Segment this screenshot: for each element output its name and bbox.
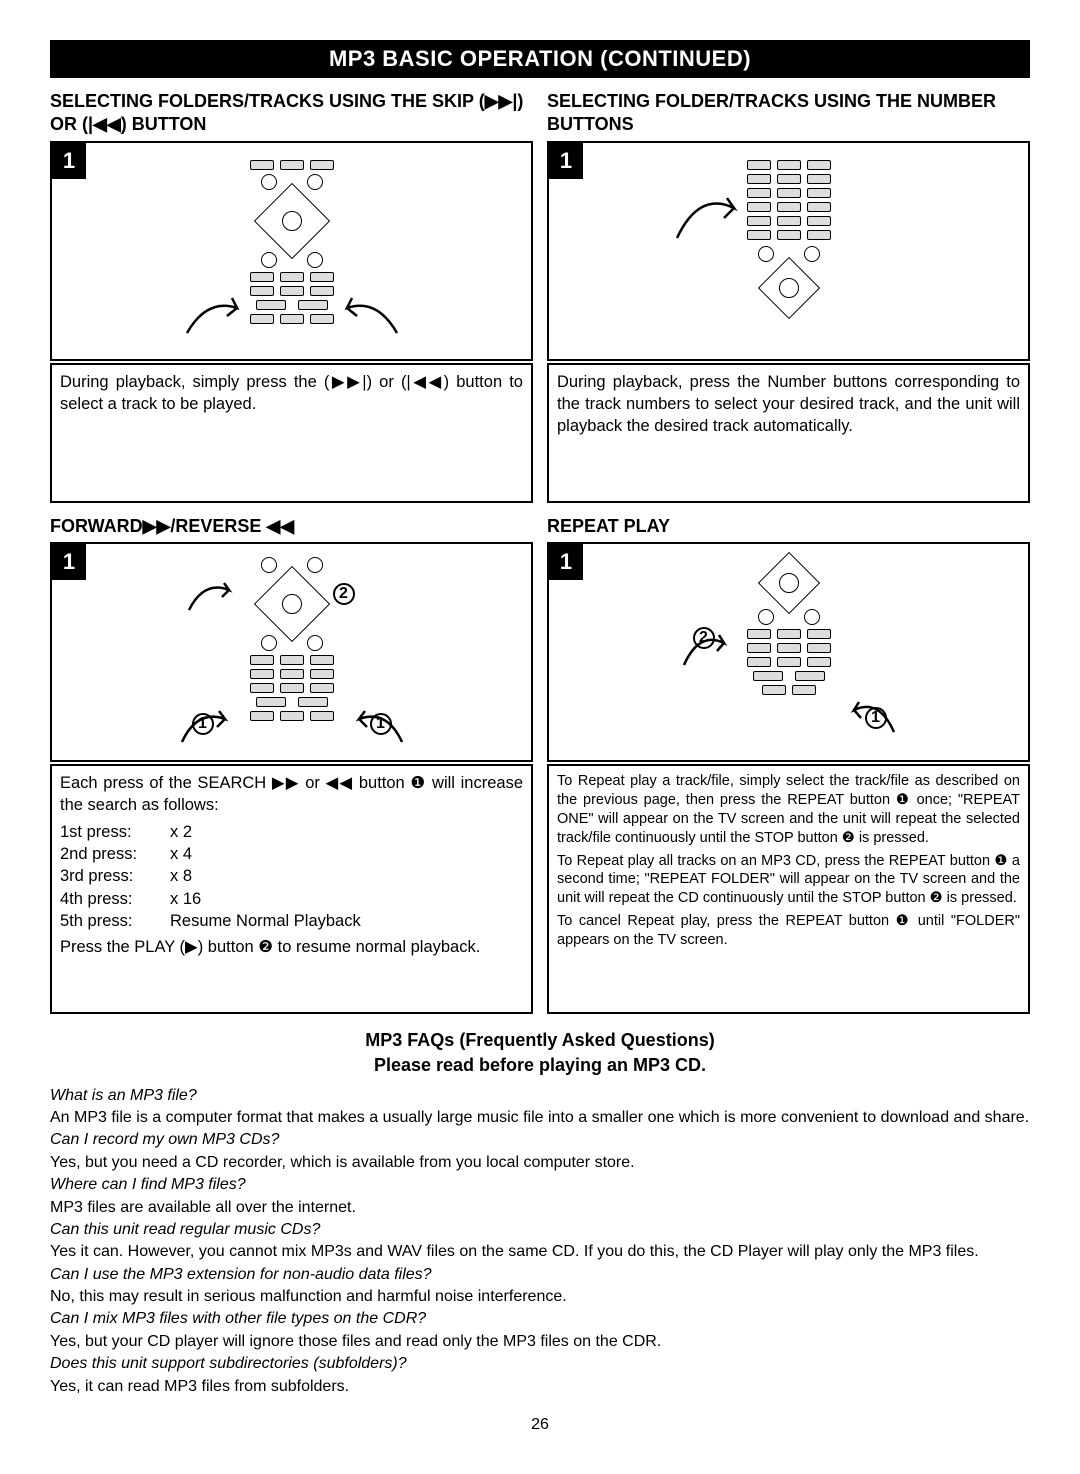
faq-answer: An MP3 file is a computer format that ma… [50,1107,1030,1129]
remote-illustration: 2 1 [729,557,849,747]
panel-number: 1 [547,141,1030,361]
pointer-arrow-right-icon [347,697,407,747]
section-number: SELECTING FOLDER/TRACKS USING THE NUMBER… [547,90,1030,503]
section-skip: SELECTING FOLDERS/TRACKS USING THE SKIP … [50,90,533,503]
heading-forward: FORWARD▶▶/REVERSE ◀◀ [50,515,533,538]
faq-answer: Yes it can. However, you cannot mix MP3s… [50,1241,1030,1263]
desc-skip: During playback, simply press the (▶▶|) … [50,363,533,503]
faq-answer: Yes, but you need a CD recorder, which i… [50,1152,1030,1174]
heading-number: SELECTING FOLDER/TRACKS USING THE NUMBER… [547,90,1030,137]
faq-question: Does this unit support subdirectories (s… [50,1353,1030,1375]
panel-skip: 1 [50,141,533,361]
faq-answer: No, this may result in serious malfuncti… [50,1286,1030,1308]
page-number: 26 [50,1416,1030,1434]
faq-answer: Yes, it can read MP3 files from subfolde… [50,1376,1030,1398]
step-badge: 1 [549,544,583,580]
forward-intro: Each press of the SEARCH ▶▶ or ◀◀ button… [60,772,523,817]
faq-question: Can I use the MP3 extension for non-audi… [50,1264,1030,1286]
faq-body: What is an MP3 file?An MP3 file is a com… [50,1085,1030,1398]
pointer-arrow-left-icon [177,697,237,747]
faq-question: Where can I find MP3 files? [50,1174,1030,1196]
pointer-arrow-left-icon [182,288,252,338]
repeat-p2: To Repeat play all tracks on an MP3 CD, … [557,852,1020,909]
heading-skip: SELECTING FOLDERS/TRACKS USING THE SKIP … [50,90,533,137]
faq-header-1: MP3 FAQs (Frequently Asked Questions) [50,1028,1030,1053]
faq-question: Can I mix MP3 files with other file type… [50,1308,1030,1330]
desc-number: During playback, press the Number button… [547,363,1030,503]
pointer-arrow-left-icon [679,625,734,670]
section-repeat: REPEAT PLAY 1 2 1 To R [547,515,1030,1014]
press-table: 1st press:x 2 2nd press:x 4 3rd press:x … [60,821,523,932]
step-badge: 1 [52,143,86,179]
panel-forward: 1 2 1 1 [50,542,533,762]
pointer-arrow-icon [669,186,749,246]
desc-repeat: To Repeat play a track/file, simply sele… [547,764,1030,1014]
pointer-arrow-right-icon [332,288,402,338]
title-bar: MP3 BASIC OPERATION (CONTINUED) [50,40,1030,78]
repeat-p3: To cancel Repeat play, press the REPEAT … [557,912,1020,950]
forward-outro: Press the PLAY (▶) button ❷ to resume no… [60,936,523,958]
pointer-arrow-top-icon [184,575,239,615]
faq-question: Can I record my own MP3 CDs? [50,1129,1030,1151]
faq-question: Can this unit read regular music CDs? [50,1219,1030,1241]
heading-repeat: REPEAT PLAY [547,515,1030,538]
faq-question: What is an MP3 file? [50,1085,1030,1107]
faq-header: MP3 FAQs (Frequently Asked Questions) Pl… [50,1028,1030,1078]
faq-header-2: Please read before playing an MP3 CD. [50,1053,1030,1078]
callout-2: 2 [333,583,355,605]
pointer-arrow-right-icon [844,692,899,737]
panel-repeat: 1 2 1 [547,542,1030,762]
faq-answer: MP3 files are available all over the int… [50,1197,1030,1219]
repeat-p1: To Repeat play a track/file, simply sele… [557,772,1020,847]
step-badge: 1 [549,143,583,179]
remote-illustration: 2 1 1 [232,557,352,747]
remote-illustration [232,156,352,346]
section-forward: FORWARD▶▶/REVERSE ◀◀ 1 2 1 1 [50,515,533,1014]
faq-answer: Yes, but your CD player will ignore thos… [50,1331,1030,1353]
step-badge: 1 [52,544,86,580]
desc-forward: Each press of the SEARCH ▶▶ or ◀◀ button… [50,764,533,1014]
remote-illustration [729,156,849,346]
